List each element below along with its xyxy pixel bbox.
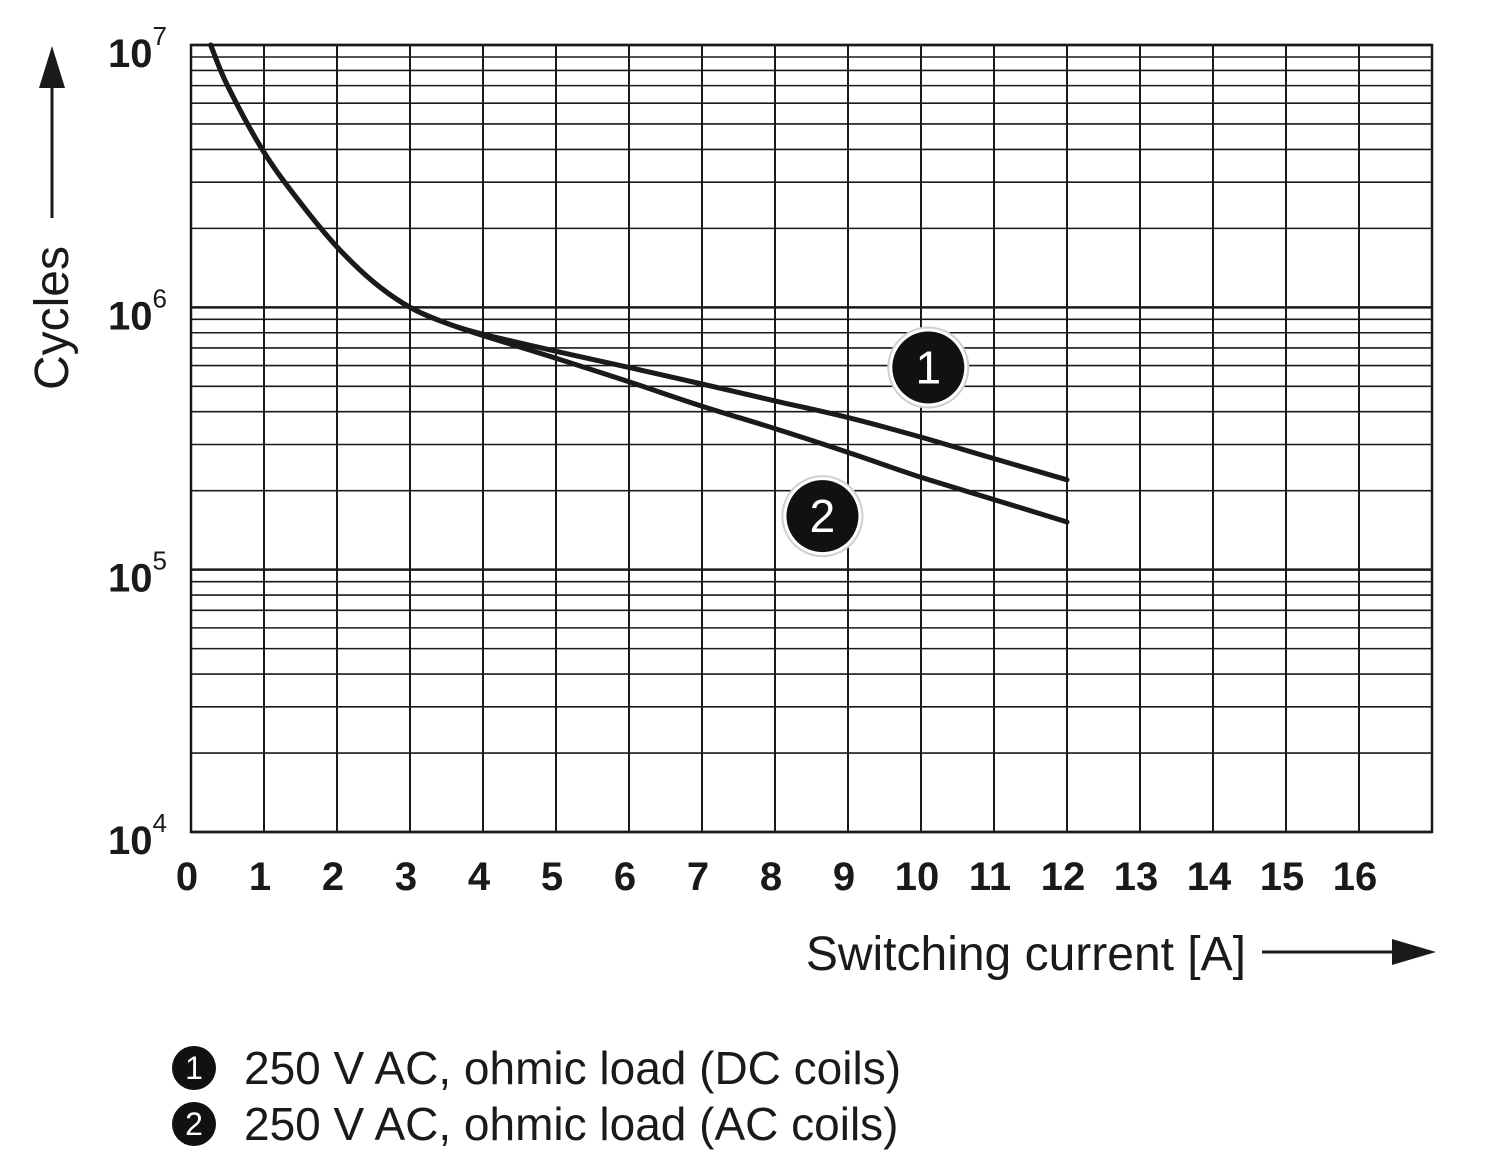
x-tick-label: 7: [687, 855, 709, 899]
x-tick-label: 5: [541, 855, 563, 899]
legend-text-1: 250 V AC, ohmic load (DC coils): [244, 1042, 902, 1094]
curves: [208, 42, 1070, 525]
legend-badge-2: 2: [172, 1102, 216, 1146]
y-axis-arrow-head: [39, 46, 65, 88]
y-tick-label: 106: [108, 283, 167, 338]
curve-1: [208, 42, 1070, 483]
curve-marker-1-label: 1: [916, 341, 942, 393]
x-tick-label: 8: [760, 855, 782, 899]
legend-text-2: 250 V AC, ohmic load (AC coils): [244, 1098, 899, 1150]
x-tick-label: 15: [1260, 855, 1305, 899]
legend-badge-1: 1: [172, 1046, 216, 1090]
y-tick-label: 107: [108, 21, 167, 76]
y-axis-title: Cycles: [26, 246, 79, 390]
x-tick-label: 10: [895, 855, 940, 899]
x-tick-label: 14: [1187, 855, 1232, 899]
y-axis-title-group: Cycles: [26, 46, 79, 390]
curve-markers: 12: [781, 326, 970, 558]
x-axis-title: Switching current [A]: [806, 928, 1246, 981]
curve-2: [208, 42, 1070, 525]
curve-marker-1: [892, 331, 965, 404]
curve-marker-2-label: 2: [810, 490, 836, 542]
x-tick-label: 0: [176, 855, 198, 899]
x-tick-label: 1: [249, 855, 271, 899]
x-tick-label: 12: [1041, 855, 1086, 899]
x-tick-label: 9: [833, 855, 855, 899]
x-tick-label: 11: [969, 855, 1011, 899]
legend-entry-1: 1 250 V AC, ohmic load (DC coils): [172, 1040, 901, 1096]
legend-entry-2: 2 250 V AC, ohmic load (AC coils): [172, 1096, 901, 1152]
x-tick-label: 4: [468, 855, 491, 899]
x-tick-label: 16: [1333, 855, 1378, 899]
x-tick-labels: 0 1 2 3 4 5 6 7 8 9 10 11 12 13 14 15 16: [176, 855, 1377, 899]
curve-marker-2: [786, 480, 859, 553]
x-tick-label: 6: [614, 855, 636, 899]
legend: 1 250 V AC, ohmic load (DC coils) 2 250 …: [172, 1040, 901, 1152]
plot-grid: [189, 43, 1434, 834]
x-axis-arrow-head: [1392, 939, 1436, 965]
y-tick-label: 104: [108, 808, 167, 863]
x-axis-title-group: Switching current [A]: [806, 928, 1436, 981]
x-tick-label: 13: [1114, 855, 1159, 899]
y-tick-labels: 104 105 106 107: [108, 21, 167, 863]
plot-frame: [189, 43, 1434, 834]
x-tick-label: 3: [395, 855, 417, 899]
x-tick-label: 2: [322, 855, 344, 899]
y-tick-label: 105: [108, 546, 167, 601]
